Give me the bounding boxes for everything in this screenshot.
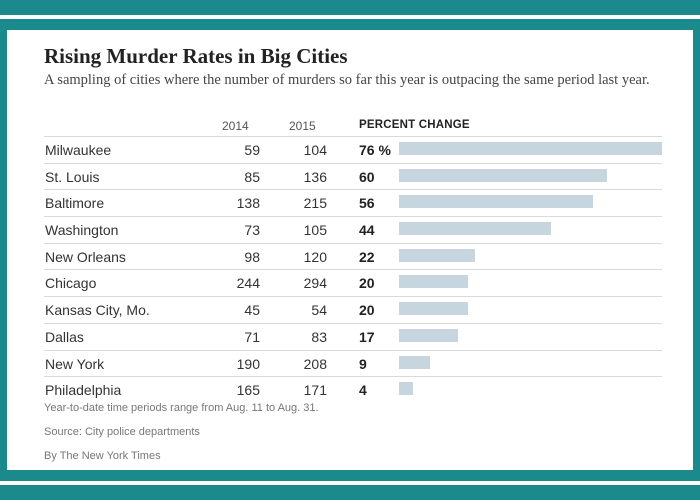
value-2014: 85 (244, 168, 260, 185)
city-label: New York (45, 355, 105, 372)
value-2015: 104 (303, 142, 327, 158)
value-2014: 165 (236, 382, 260, 399)
table-row: Philadelphia 165 171 4 (44, 376, 662, 403)
percent-change-bar (399, 328, 458, 342)
period-note: Year-to-date time periods range from Aug… (44, 402, 319, 414)
value-2014: 71 (244, 328, 260, 345)
table-row: Dallas 71 83 17 (44, 322, 662, 350)
value-2014: 190 (236, 355, 260, 372)
percent-change-bar (399, 195, 593, 209)
city-label: Washington (45, 222, 119, 239)
table-row: Milwaukee 59 104 76 % (44, 136, 662, 163)
value-2015: 54 (311, 302, 327, 319)
value-2014: 244 (236, 275, 260, 292)
value-2015: 171 (303, 382, 327, 399)
top-border-stripe (0, 15, 700, 19)
table-row: Washington 73 105 44 (44, 216, 662, 243)
value-2015: 294 (303, 275, 327, 292)
table-row: New Orleans 98 120 22 (44, 242, 662, 270)
city-label: Dallas (45, 328, 84, 345)
data-table: Milwaukee 59 104 76 % St. Louis 85 136 60 Baltim… (44, 136, 662, 403)
value-2014: 138 (236, 195, 260, 212)
percent-change-bar (399, 222, 552, 236)
percent-change-label: 9 (359, 355, 367, 372)
credit-note: By The New York Times (44, 450, 161, 462)
value-2015: 105 (303, 222, 327, 239)
table-row: St. Louis 85 136 60 (44, 162, 662, 190)
percent-change-label: 17 (359, 328, 375, 345)
table-row: New York 190 208 9 (44, 349, 662, 377)
column-header-2014: 2014 (222, 119, 249, 133)
city-label: Kansas City, Mo. (45, 302, 150, 319)
percent-change-bar (399, 142, 662, 155)
chart-subtitle: A sampling of cities where the number of… (44, 72, 650, 88)
value-2014: 45 (244, 302, 260, 319)
value-2015: 136 (303, 168, 327, 185)
table-row: Kansas City, Mo. 45 54 20 (44, 296, 662, 323)
percent-change-bar (399, 168, 607, 182)
percent-change-bar (399, 382, 413, 396)
value-2015: 208 (303, 355, 327, 372)
percent-change-label: 44 (359, 222, 375, 239)
city-label: St. Louis (45, 168, 100, 185)
city-label: Milwaukee (45, 142, 112, 158)
value-2015: 120 (303, 248, 327, 265)
city-label: New Orleans (45, 248, 126, 265)
percent-change-label: 4 (359, 382, 367, 399)
footnotes: Year-to-date time periods range from Aug… (44, 402, 319, 474)
percent-change-label: 76 % (359, 142, 391, 158)
percent-change-bar (399, 355, 431, 369)
city-label: Philadelphia (45, 382, 122, 399)
value-2014: 98 (244, 248, 260, 265)
value-2015: 83 (311, 328, 327, 345)
percent-change-bar (399, 302, 469, 316)
source-note: Source: City police departments (44, 426, 200, 438)
bottom-border-stripe (0, 481, 700, 485)
value-2014: 59 (244, 142, 260, 158)
city-label: Baltimore (45, 195, 105, 212)
chart-card: Rising Murder Rates in Big Cities A samp… (7, 30, 693, 470)
percent-change-label: 56 (359, 195, 375, 212)
percent-change-label: 20 (359, 275, 375, 292)
value-2014: 73 (244, 222, 260, 239)
column-header-percent-change: PERCENT CHANGE (359, 119, 470, 131)
table-row: Chicago 244 294 20 (44, 269, 662, 296)
chart-title: Rising Murder Rates in Big Cities (44, 44, 348, 68)
table-row: Baltimore 138 215 56 (44, 189, 662, 216)
value-2015: 215 (303, 195, 327, 212)
percent-change-label: 22 (359, 248, 375, 265)
column-header-2015: 2015 (289, 119, 316, 133)
percent-change-bar (399, 275, 469, 289)
percent-change-bar (399, 248, 476, 262)
percent-change-label: 20 (359, 302, 375, 319)
percent-change-label: 60 (359, 168, 375, 185)
city-label: Chicago (45, 275, 97, 292)
